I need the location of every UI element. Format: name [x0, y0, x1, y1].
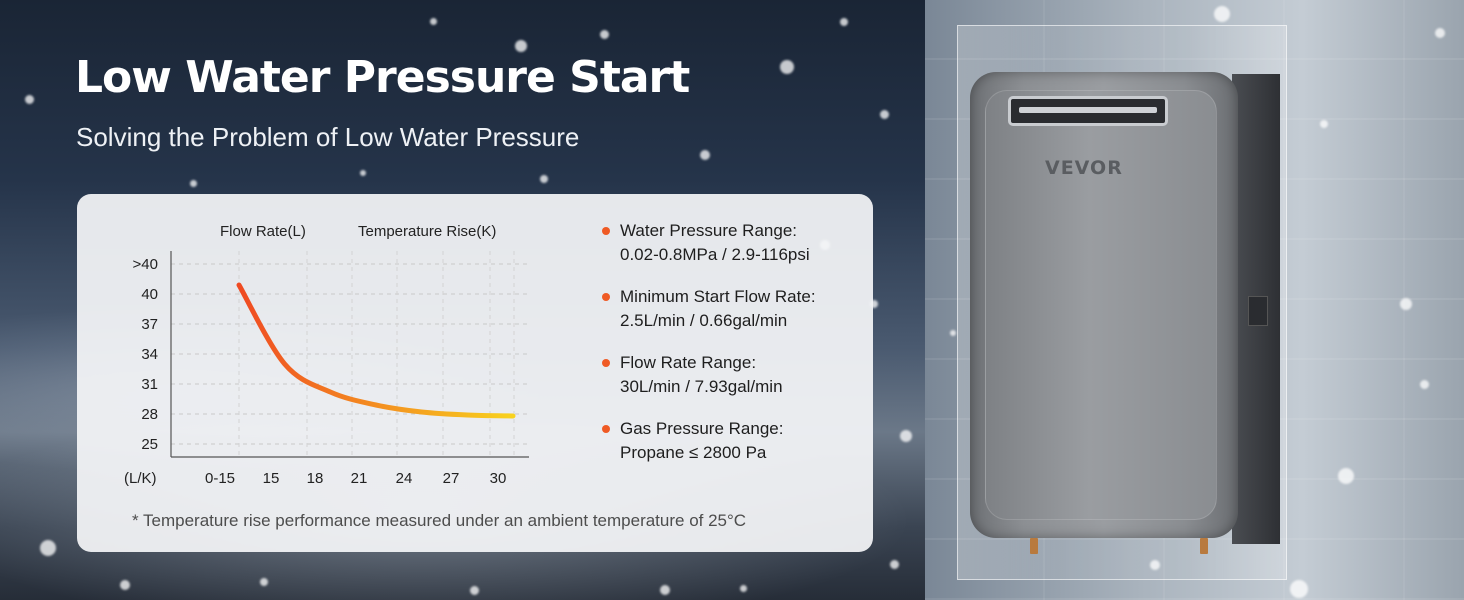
snowflake [1420, 380, 1429, 389]
snowflake [900, 430, 912, 442]
heater-rating-label [1248, 296, 1268, 326]
snowflake [700, 150, 710, 160]
spec-value: Propane ≤ 2800 Pa [620, 443, 767, 462]
y-tick-label: 31 [141, 376, 158, 393]
snowflake [1150, 560, 1160, 570]
snowflake [1214, 6, 1230, 22]
snowflake [1320, 120, 1328, 128]
spec-item-gas-pressure: Gas Pressure Range: Propane ≤ 2800 Pa [601, 417, 861, 465]
snowflake [470, 586, 479, 595]
x-tick-label: 24 [396, 470, 413, 487]
pipe-fitting [1030, 538, 1038, 554]
heater-vent [1008, 96, 1168, 126]
snowflake [515, 40, 527, 52]
bullet-dot-icon [602, 425, 610, 433]
chart-grid [171, 251, 529, 457]
snowflake [1435, 28, 1445, 38]
spec-label: Flow Rate Range: [620, 353, 757, 372]
series-label-flow-rate: Flow Rate(L) [220, 223, 306, 240]
page-title: Low Water Pressure Start [75, 52, 690, 103]
y-tick-label: 25 [141, 436, 158, 453]
heater-pipes [1000, 538, 1230, 558]
snowflake [1400, 298, 1412, 310]
spec-value: 30L/min / 7.93gal/min [620, 377, 783, 396]
info-panel: Flow Rate(L) Temperature Rise(K) (L/K) >… [77, 194, 873, 552]
y-tick-label: 28 [141, 406, 158, 423]
snowflake [120, 580, 130, 590]
bullet-dot-icon [602, 227, 610, 235]
x-tick-label: 0-15 [205, 470, 235, 487]
pipe-fitting [1200, 538, 1208, 554]
snowflake [840, 18, 848, 26]
spec-value: 2.5L/min / 0.66gal/min [620, 311, 788, 330]
x-tick-labels: 0-15 15 18 21 24 27 30 [205, 470, 506, 487]
temperature-rise-line [236, 282, 516, 419]
snowflake [1338, 468, 1354, 484]
spec-value: 0.02-0.8MPa / 2.9-116psi [620, 245, 810, 264]
snowflake [360, 170, 366, 176]
snowflake [660, 585, 670, 595]
x-tick-label: 27 [443, 470, 460, 487]
y-tick-label: 40 [141, 286, 158, 303]
snowflake [600, 30, 609, 39]
snowflake [40, 540, 56, 556]
snowflake [950, 330, 956, 336]
spec-item-flow-rate-range: Flow Rate Range: 30L/min / 7.93gal/min [601, 351, 861, 399]
snowflake [190, 180, 197, 187]
spec-list: Water Pressure Range: 0.02-0.8MPa / 2.9-… [601, 219, 861, 483]
bullet-dot-icon [602, 293, 610, 301]
spec-label: Minimum Start Flow Rate: [620, 287, 816, 306]
snowflake [780, 60, 794, 74]
snowflake [430, 18, 437, 25]
x-tick-label: 15 [263, 470, 280, 487]
snowflake [25, 95, 34, 104]
x-tick-label: 30 [490, 470, 507, 487]
snowflake [1290, 580, 1308, 598]
bullet-dot-icon [602, 359, 610, 367]
page-subtitle: Solving the Problem of Low Water Pressur… [76, 122, 580, 152]
y-tick-label: 34 [141, 346, 158, 363]
spec-label: Gas Pressure Range: [620, 419, 784, 438]
y-tick-label: 37 [141, 316, 158, 333]
x-tick-label: 21 [351, 470, 368, 487]
snowflake [870, 300, 878, 308]
snowflake [880, 110, 889, 119]
x-tick-label: 18 [307, 470, 324, 487]
spec-label: Water Pressure Range: [620, 221, 797, 240]
snowflake [740, 585, 747, 592]
series-label-temperature-rise: Temperature Rise(K) [358, 223, 496, 240]
y-tick-labels: >40 40 37 34 31 28 25 [133, 256, 158, 453]
heater-front-cover [985, 90, 1217, 520]
spec-item-min-start-flow: Minimum Start Flow Rate: 2.5L/min / 0.66… [601, 285, 861, 333]
y-unit-label: (L/K) [124, 470, 157, 487]
snowflake [260, 578, 268, 586]
temperature-rise-chart: Flow Rate(L) Temperature Rise(K) (L/K) >… [124, 223, 529, 487]
footnote: * Temperature rise performance measured … [132, 511, 747, 530]
spec-item-water-pressure: Water Pressure Range: 0.02-0.8MPa / 2.9-… [601, 219, 861, 267]
brand-logo: VEVOR [1045, 157, 1123, 179]
snowflake [540, 175, 548, 183]
y-tick-label: >40 [133, 256, 158, 273]
snowflake [890, 560, 899, 569]
